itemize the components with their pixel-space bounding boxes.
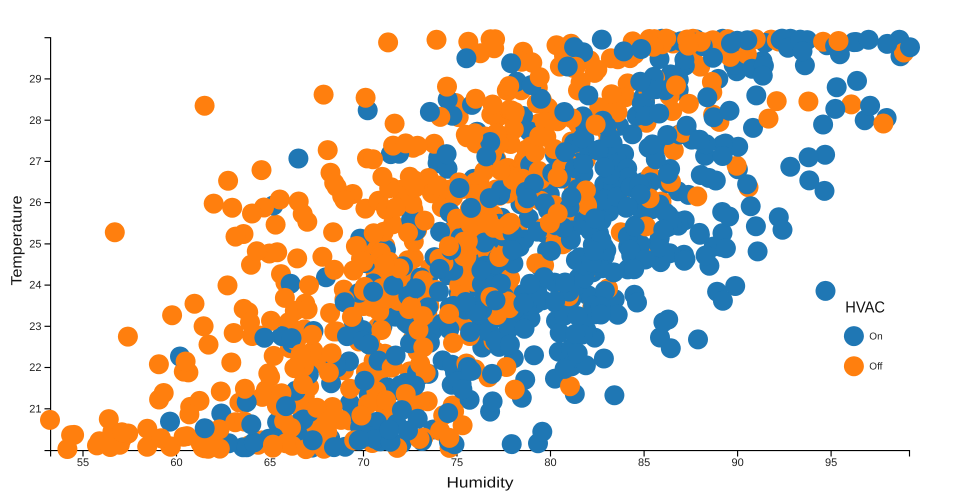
svg-text:23: 23 [29, 321, 41, 333]
svg-text:Off: Off [869, 362, 882, 373]
svg-text:Humidity: Humidity [447, 475, 515, 492]
svg-text:90: 90 [731, 457, 743, 469]
svg-text:60: 60 [170, 457, 182, 469]
svg-text:75: 75 [451, 457, 463, 469]
svg-text:21: 21 [29, 403, 41, 415]
svg-text:65: 65 [264, 457, 276, 469]
svg-text:80: 80 [544, 457, 556, 469]
svg-text:85: 85 [638, 457, 650, 469]
svg-text:Temperature: Temperature [9, 196, 26, 286]
svg-text:28: 28 [29, 115, 41, 127]
svg-text:70: 70 [357, 457, 369, 469]
svg-text:25: 25 [29, 239, 41, 251]
svg-text:HVAC: HVAC [845, 300, 885, 317]
svg-text:On: On [869, 332, 882, 343]
svg-text:22: 22 [29, 362, 41, 374]
svg-text:24: 24 [29, 280, 41, 292]
svg-text:29: 29 [29, 74, 41, 86]
svg-text:27: 27 [29, 156, 41, 168]
svg-text:26: 26 [29, 197, 41, 209]
svg-text:55: 55 [77, 457, 89, 469]
svg-text:95: 95 [825, 457, 837, 469]
